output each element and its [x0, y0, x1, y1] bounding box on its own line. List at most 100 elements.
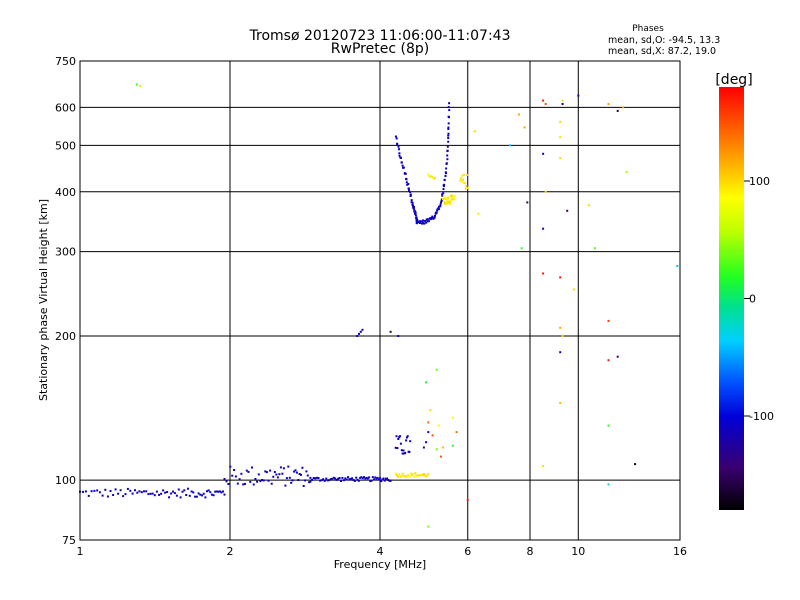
echo-point — [342, 479, 345, 482]
y-tick-label: 75 — [62, 534, 76, 547]
echo-point — [134, 489, 136, 492]
echo-point — [265, 471, 268, 474]
echo-point — [231, 474, 234, 477]
echo-point — [417, 221, 420, 223]
echo-point — [587, 204, 590, 207]
phase-stats-box: Phases mean, sd,O: -94.5, 13.3 mean, sd,… — [608, 24, 720, 57]
colorbar-tick-label: -100 — [749, 410, 774, 423]
chart-subtitle: RwPretec (8p) — [331, 41, 429, 57]
echo-point — [172, 490, 174, 493]
echo-point — [285, 477, 288, 480]
echo-point — [409, 191, 412, 194]
echo-point — [405, 439, 408, 442]
echo-point — [262, 479, 265, 482]
echo-point — [90, 490, 93, 493]
echo-point — [291, 479, 294, 482]
echo-point — [240, 472, 243, 475]
grid-lines — [79, 60, 681, 541]
echo-point — [414, 214, 417, 217]
echo-point — [398, 152, 401, 155]
echo-point — [136, 491, 139, 494]
echo-point — [366, 477, 369, 480]
echo-point — [412, 204, 414, 207]
colorbar-ticks: 100 0 -100 — [744, 175, 774, 423]
echo-point — [517, 113, 520, 116]
echo-point — [192, 491, 195, 494]
echo-point — [593, 247, 596, 250]
echo-point — [607, 483, 610, 486]
echo-point — [364, 477, 367, 480]
echo-point — [413, 205, 415, 208]
echo-point — [212, 494, 215, 497]
echo-point — [401, 164, 404, 167]
echo-point — [204, 496, 207, 499]
echo-point — [461, 181, 464, 184]
echo-point — [398, 473, 401, 476]
echo-points — [79, 83, 679, 528]
echo-point — [145, 490, 148, 493]
echo-point — [523, 126, 526, 129]
echo-point — [244, 482, 246, 485]
echo-point — [140, 491, 143, 494]
echo-point — [425, 221, 428, 224]
echo-point — [269, 469, 272, 472]
echo-point — [572, 288, 575, 291]
echo-point — [452, 196, 455, 199]
echo-point — [419, 220, 422, 223]
echo-point — [566, 209, 569, 212]
echo-point — [425, 381, 428, 384]
x-tick-label: 16 — [673, 545, 687, 558]
echo-point — [194, 495, 197, 498]
echo-point — [417, 474, 420, 477]
echo-point — [175, 494, 178, 497]
echo-point — [559, 136, 562, 139]
echo-point — [616, 109, 619, 112]
echo-point — [309, 480, 312, 483]
echo-point — [295, 471, 298, 474]
y-tick-label: 200 — [55, 330, 76, 343]
echo-point — [352, 479, 355, 481]
y-tick-label: 400 — [55, 186, 76, 199]
echo-point — [349, 478, 352, 480]
colorbar-tick-label: 100 — [749, 175, 770, 188]
echo-point — [300, 473, 302, 476]
colorbar-tick-label: 0 — [749, 293, 756, 306]
echo-point — [270, 482, 273, 485]
echo-point — [405, 181, 408, 184]
echo-point — [406, 474, 409, 477]
echo-point — [427, 525, 430, 528]
echo-point — [351, 477, 354, 480]
echo-point — [369, 480, 372, 483]
echo-point — [447, 122, 450, 125]
echo-point — [181, 490, 184, 493]
echo-point — [117, 492, 120, 495]
echo-point — [301, 466, 304, 469]
echo-point — [305, 470, 308, 473]
echo-point — [427, 421, 430, 424]
echo-point — [353, 480, 356, 482]
echo-point — [385, 477, 387, 480]
echo-point — [625, 170, 628, 173]
echo-point — [407, 474, 410, 477]
echo-point — [459, 179, 462, 182]
echo-point — [374, 476, 377, 479]
echo-point — [397, 475, 400, 478]
echo-point — [409, 193, 412, 196]
echo-point — [201, 494, 203, 497]
echo-point — [399, 442, 402, 445]
echo-point — [245, 469, 248, 472]
echo-point — [101, 494, 104, 497]
echo-point — [408, 451, 411, 453]
echo-point — [420, 473, 423, 476]
echo-point — [559, 276, 562, 279]
echo-point — [302, 485, 305, 487]
echo-point — [375, 477, 378, 480]
echo-point — [177, 488, 180, 491]
echo-point — [293, 470, 296, 473]
echo-point — [404, 172, 407, 175]
echo-point — [209, 491, 212, 494]
echo-point — [126, 487, 129, 490]
echo-point — [407, 187, 410, 190]
x-tick-label: 1 — [77, 545, 84, 558]
echo-point — [288, 476, 291, 479]
